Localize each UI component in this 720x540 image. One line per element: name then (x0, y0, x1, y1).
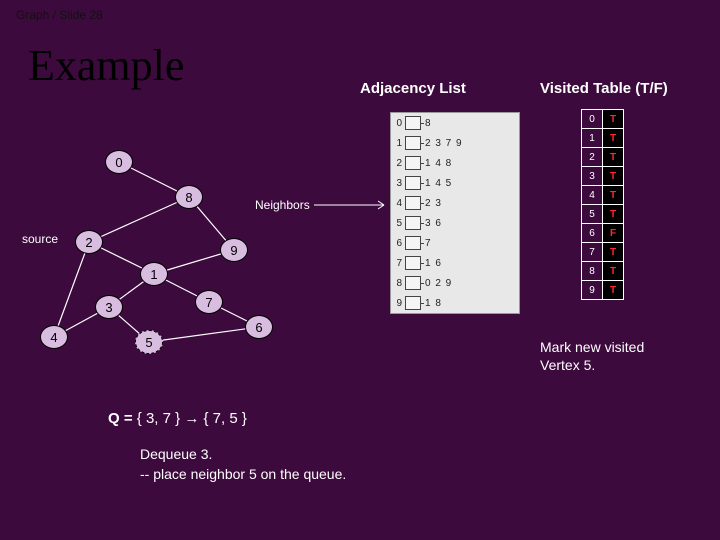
adjacency-row: 31 4 5 (391, 173, 519, 193)
graph-node-3: 3 (95, 295, 123, 319)
visited-row: 9T (582, 281, 624, 300)
page-title: Example (28, 40, 184, 91)
adjacency-row: 53 6 (391, 213, 519, 233)
graph-node-0: 0 (105, 150, 133, 174)
graph-node-4: 4 (40, 325, 68, 349)
graph-node-1: 1 (140, 262, 168, 286)
adjacency-row: 71 6 (391, 253, 519, 273)
visited-row: 0T (582, 110, 624, 129)
graph-diagram: 0 8 2 9 13 7 4 5 6 (20, 130, 320, 370)
adjacency-row: 67 (391, 233, 519, 253)
graph-node-8: 8 (175, 185, 203, 209)
adjacency-row: 12 3 7 9 (391, 133, 519, 153)
breadcrumb: Graph / Slide 28 (16, 8, 103, 22)
visited-row: 8T (582, 262, 624, 281)
visited-row: 3T (582, 167, 624, 186)
adjacency-row: 80 2 9 (391, 273, 519, 293)
adjacency-row: 08 (391, 113, 519, 133)
visited-table: 0T1T2T3T4T5T6F7T8T9T (582, 110, 624, 300)
adjacency-list-label: Adjacency List (360, 80, 466, 97)
visited-row: 5T (582, 205, 624, 224)
dequeue-text: Dequeue 3. -- place neighbor 5 on the qu… (140, 445, 346, 484)
visited-table-label: Visited Table (T/F) (540, 80, 668, 97)
neighbors-arrow (314, 198, 390, 212)
adjacency-list: 0812 3 7 921 4 831 4 542 353 66771 680 2… (390, 112, 520, 314)
graph-node-5: 5 (135, 330, 163, 354)
queue-line: Q = { 3, 7 } → { 7, 5 } (108, 410, 247, 427)
visited-row: 1T (582, 129, 624, 148)
graph-node-6: 6 (245, 315, 273, 339)
adjacency-row: 42 3 (391, 193, 519, 213)
adjacency-row: 21 4 8 (391, 153, 519, 173)
graph-node-9: 9 (220, 238, 248, 262)
visited-row: 7T (582, 243, 624, 262)
graph-node-2: 2 (75, 230, 103, 254)
mark-visited-text: Mark new visited Vertex 5. (540, 338, 644, 374)
visited-row: 6F (582, 224, 624, 243)
visited-row: 4T (582, 186, 624, 205)
adjacency-row: 91 8 (391, 293, 519, 313)
graph-node-7: 7 (195, 290, 223, 314)
visited-row: 2T (582, 148, 624, 167)
